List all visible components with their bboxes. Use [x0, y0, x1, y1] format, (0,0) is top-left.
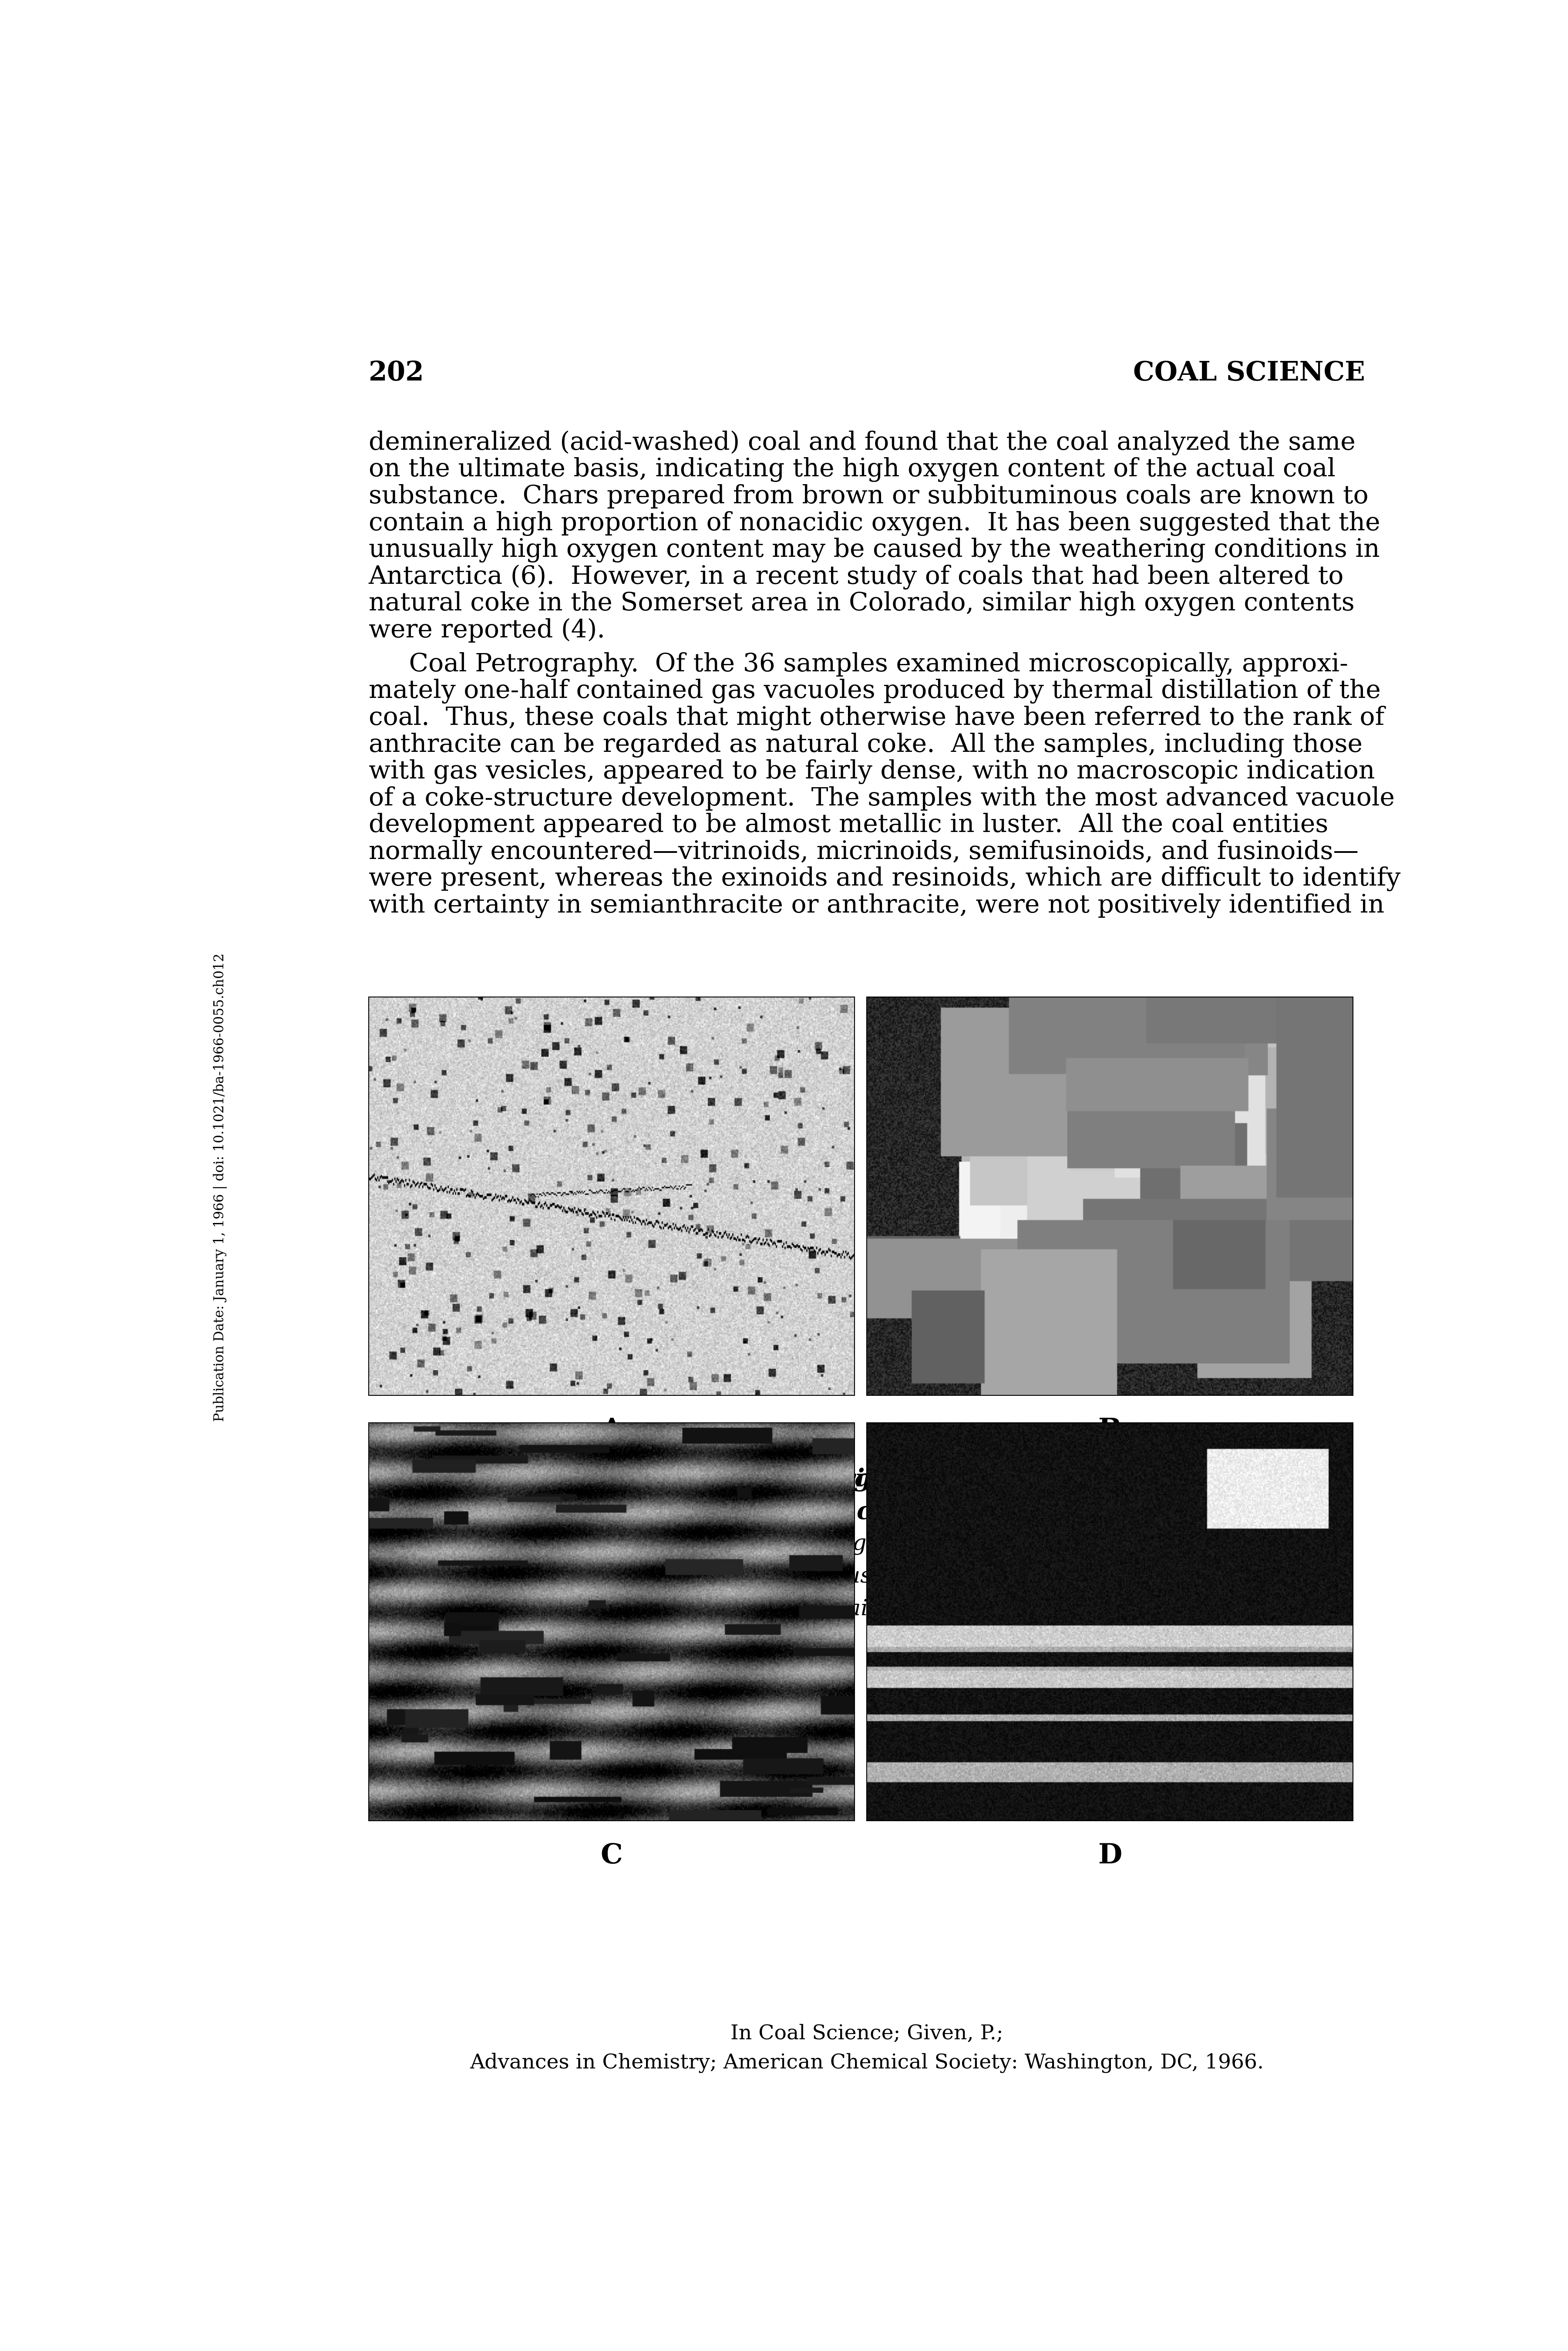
- Text: mately one-half contained gas vacuoles produced by thermal distillation of the: mately one-half contained gas vacuoles p…: [368, 679, 1380, 703]
- Text: Antarctica (6).  However, in a recent study of coals that had been altered to: Antarctica (6). However, in a recent stu…: [368, 564, 1344, 590]
- Text: contain a high proportion of nonacidic oxygen.  It has been suggested that the: contain a high proportion of nonacidic o…: [368, 510, 1380, 536]
- Text: with certainty in semianthracite or anthracite, were not positively identified i: with certainty in semianthracite or anth…: [368, 893, 1385, 919]
- Text: C: C: [601, 1843, 622, 1869]
- Text: B: B: [1098, 1418, 1121, 1444]
- Text: 202: 202: [368, 360, 425, 386]
- Text: demineralized (acid-washed) coal and found that the coal analyzed the same: demineralized (acid-washed) coal and fou…: [368, 430, 1355, 456]
- Text: Advances in Chemistry; American Chemical Society: Washington, DC, 1966.: Advances in Chemistry; American Chemical…: [470, 2052, 1264, 2074]
- Text: anthracite can be regarded as natural coke.  All the samples, including those: anthracite can be regarded as natural co…: [368, 734, 1363, 757]
- Text: ties found in Antarctic coals; reflected light, × 150: ties found in Antarctic coals; reflected…: [500, 1500, 1232, 1523]
- Text: Coal Petrography.  Of the 36 samples examined microscopically, approxi-: Coal Petrography. Of the 36 samples exam…: [368, 651, 1348, 677]
- Text: Photomicrographs showing some of the common enti-: Photomicrographs showing some of the com…: [500, 1467, 1234, 1493]
- Text: COAL SCIENCE: COAL SCIENCE: [1134, 360, 1366, 386]
- Text: were present, whereas the exinoids and resinoids, which are difficult to identif: were present, whereas the exinoids and r…: [368, 868, 1400, 891]
- Text: D—Clay minerals (black) containing thin vitrinoid bands (gray): D—Clay minerals (black) containing thin …: [510, 1599, 1225, 1620]
- Text: D: D: [1098, 1843, 1121, 1869]
- Text: unusually high oxygen content may be caused by the weathering conditions in: unusually high oxygen content may be cau…: [368, 538, 1380, 562]
- Text: with gas vesicles, appeared to be fairly dense, with no macroscopic indication: with gas vesicles, appeared to be fairly…: [368, 759, 1375, 785]
- Text: A: A: [601, 1418, 622, 1444]
- Text: were reported (4).: were reported (4).: [368, 618, 605, 642]
- Text: natural coke in the Somerset area in Colorado, similar high oxygen contents: natural coke in the Somerset area in Col…: [368, 592, 1355, 616]
- Text: In Coal Science; Given, P.;: In Coal Science; Given, P.;: [731, 2024, 1004, 2043]
- Text: Publication Date: January 1, 1966 | doi: 10.1021/ba-1966-0055.ch012: Publication Date: January 1, 1966 | doi:…: [213, 952, 227, 1422]
- Text: A—Vitrinoid with cracks.  B—Bright inerts in a mixture of vitrinoids: A—Vitrinoid with cracks. B—Bright inerts…: [483, 1533, 1251, 1554]
- Text: development appeared to be almost metallic in luster.  All the coal entities: development appeared to be almost metall…: [368, 813, 1328, 837]
- Text: Figure 2.   Photomicrographs showing some of the common enti-: Figure 2. Photomicrographs showing some …: [381, 1467, 1262, 1493]
- Text: (gray) and clays (black).  C—Semifusinoids preserving cellular structure.: (gray) and clays (black). C—Semifusinoid…: [453, 1566, 1281, 1587]
- Text: of a coke-structure development.  The samples with the most advanced vacuole: of a coke-structure development. The sam…: [368, 785, 1394, 811]
- Text: substance.  Chars prepared from brown or subbituminous coals are known to: substance. Chars prepared from brown or …: [368, 484, 1369, 508]
- Text: coal.  Thus, these coals that might otherwise have been referred to the rank of: coal. Thus, these coals that might other…: [368, 705, 1385, 731]
- Text: on the ultimate basis, indicating the high oxygen content of the actual coal: on the ultimate basis, indicating the hi…: [368, 458, 1336, 482]
- Text: normally encountered—vitrinoids, micrinoids, semifusinoids, and fusinoids—: normally encountered—vitrinoids, micrino…: [368, 839, 1358, 865]
